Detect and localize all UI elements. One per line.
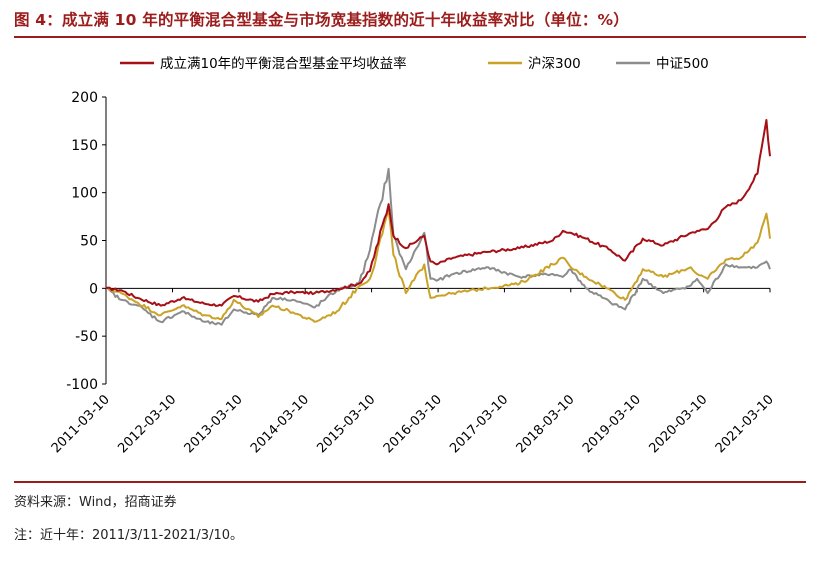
series-line-2: [106, 169, 770, 325]
y-tick-label: -50: [75, 329, 98, 345]
legend-label: 沪深300: [528, 56, 581, 72]
x-tick-label: 2014-03-10: [248, 392, 312, 456]
axes: [102, 97, 770, 384]
line-chart: -100 -50 0 50 100 150 200 2011-03-10 2012-03-10…: [0, 40, 819, 480]
x-tick-label: 2017-03-10: [447, 392, 511, 456]
series-line-0: [106, 120, 770, 306]
x-tick-label: 2012-03-10: [115, 392, 179, 456]
series-line-1: [106, 210, 770, 322]
y-tick-label: 0: [89, 281, 98, 297]
y-tick-label: 100: [71, 186, 98, 202]
x-tick-label: 2011-03-10: [49, 392, 113, 456]
series-layer: [106, 120, 770, 325]
x-tick-label: 2018-03-10: [514, 392, 578, 456]
source-note: 资料来源：Wind，招商证券: [14, 491, 177, 510]
x-tick-label: 2021-03-10: [713, 392, 777, 456]
y-tick-label: 150: [71, 138, 98, 154]
x-tick-label: 2020-03-10: [646, 392, 710, 456]
legend-label: 中证500: [656, 56, 709, 72]
y-tick-labels: -100 -50 0 50 100 150 200: [66, 90, 98, 393]
period-footnote: 注：近十年：2011/3/11-2021/3/10。: [14, 524, 243, 543]
legend: 成立满10年的平衡混合型基金平均收益率 沪深300 中证500: [120, 55, 709, 72]
x-tick-label: 2015-03-10: [314, 392, 378, 456]
x-tick-label: 2016-03-10: [381, 392, 445, 456]
figure-title: 图 4：成立满 10 年的平衡混合型基金与市场宽基指数的近十年收益率对比（单位：…: [14, 8, 629, 30]
y-tick-label: 200: [71, 90, 98, 106]
y-tick-label: 50: [80, 234, 98, 250]
y-tick-label: -100: [66, 377, 98, 393]
x-tick-labels: 2011-03-10 2012-03-10 2013-03-10 2014-03-10…: [49, 392, 777, 456]
x-tick-label: 2013-03-10: [182, 392, 246, 456]
title-divider: [14, 36, 806, 38]
x-tick-label: 2019-03-10: [580, 392, 644, 456]
footer-divider: [14, 481, 806, 483]
legend-label: 成立满10年的平衡混合型基金平均收益率: [160, 55, 407, 72]
